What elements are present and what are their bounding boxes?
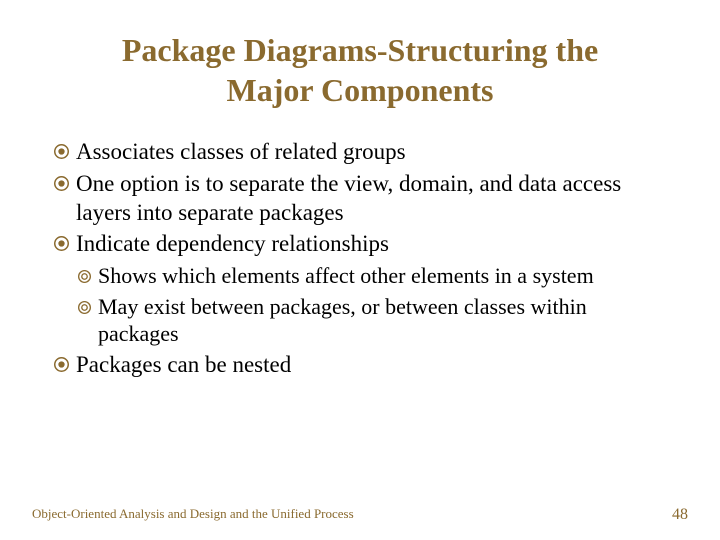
slide-number: 48 — [672, 506, 688, 524]
bullet-text: Packages can be nested — [76, 351, 670, 380]
title-line-2: Major Components — [227, 72, 494, 108]
bullet-text: Associates classes of related groups — [76, 138, 670, 167]
bullet-icon — [54, 138, 76, 167]
bullet-text: May exist between packages, or between c… — [98, 293, 670, 348]
bullet-icon — [54, 170, 76, 228]
subbullet-icon — [78, 262, 98, 290]
bullet-icon — [54, 230, 76, 259]
bullet-text: Indicate dependency relationships — [76, 230, 670, 259]
bullet-item: Indicate dependency relationships — [50, 230, 670, 259]
bullet-icon — [54, 351, 76, 380]
bullet-item: Packages can be nested — [50, 351, 670, 380]
bullet-item: Associates classes of related groups — [50, 138, 670, 167]
title-line-1: Package Diagrams-Structuring the — [122, 32, 598, 68]
subbullet-icon — [78, 293, 98, 348]
bullet-item: One option is to separate the view, doma… — [50, 170, 670, 228]
footer-left: Object-Oriented Analysis and Design and … — [32, 506, 354, 522]
slide: Package Diagrams-Structuring the Major C… — [0, 0, 720, 540]
slide-title: Package Diagrams-Structuring the Major C… — [50, 30, 670, 110]
bullet-item: Shows which elements affect other elemen… — [50, 262, 670, 290]
bullet-text: Shows which elements affect other elemen… — [98, 262, 670, 290]
bullet-list: Associates classes of related groups One … — [50, 138, 670, 379]
bullet-item: May exist between packages, or between c… — [50, 293, 670, 348]
bullet-text: One option is to separate the view, doma… — [76, 170, 670, 228]
